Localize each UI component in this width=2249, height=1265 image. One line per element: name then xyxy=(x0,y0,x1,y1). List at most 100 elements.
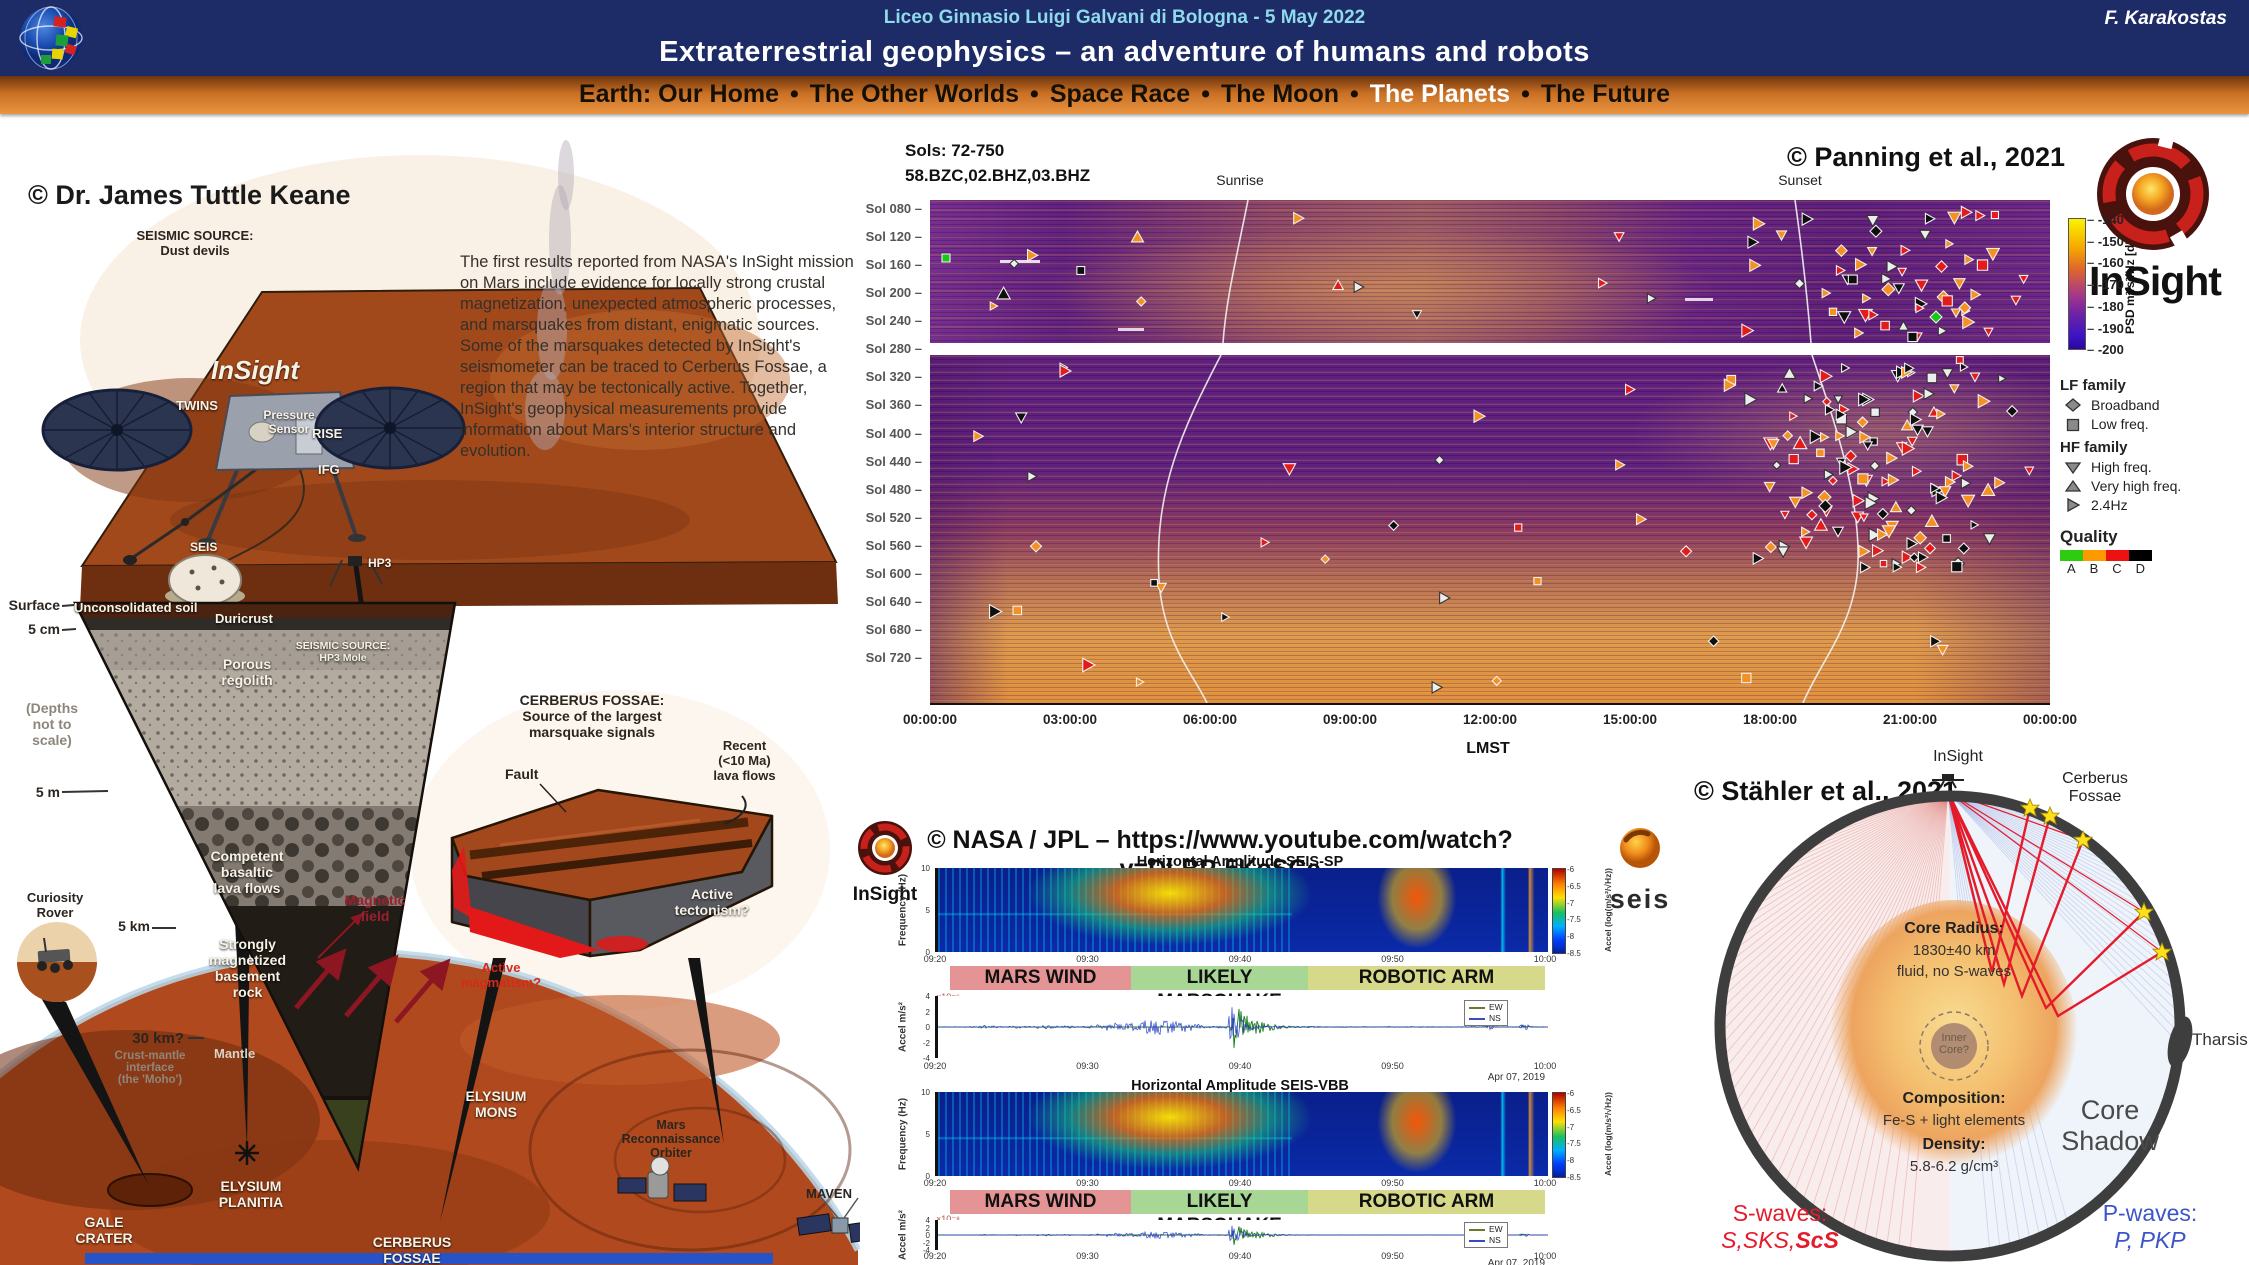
diamond-icon xyxy=(2065,398,2081,412)
quality-title: Quality xyxy=(2060,527,2118,546)
lmst-tick: 00:00:00 xyxy=(902,712,958,727)
curiosity-inset xyxy=(17,922,97,1002)
trace-ew xyxy=(938,1226,1548,1245)
spec1-cbar-label: Accel (log(m/s²/√Hz)) xyxy=(1603,867,1613,953)
spec2-title: Horizontal Amplitude SEIS-VBB xyxy=(1131,1078,1349,1094)
block-fault: Fault xyxy=(505,766,539,782)
cbar-tick: -7.5 xyxy=(1567,1139,1581,1149)
location-pins xyxy=(40,903,724,1222)
cerberus-block-diagram xyxy=(450,783,774,958)
accel-tick: 0 xyxy=(925,1023,930,1032)
trace-label: NS xyxy=(1489,1013,1501,1023)
legend-item: Very high freq. xyxy=(2064,478,2248,494)
solar-panel-left xyxy=(41,388,193,472)
lmst-axis-label: LMST xyxy=(1466,740,1510,757)
panning-channels: 58.BZC,02.BHZ,03.BHZ xyxy=(905,166,1091,185)
label-rise: RISE xyxy=(312,426,343,441)
trace-legend-row: EW xyxy=(1469,1002,1503,1013)
spec2-colorbar xyxy=(1552,1092,1566,1178)
triangle-up-icon xyxy=(2064,479,2082,492)
label-gale-crater: GALE CRATER xyxy=(75,1214,133,1246)
time-tick: 09:30 xyxy=(1076,954,1099,964)
nav-item-the-planets[interactable]: The Planets xyxy=(1369,80,1511,108)
lf-family-title: LF family xyxy=(2060,377,2126,394)
time-tick: 09:30 xyxy=(1076,1061,1099,1071)
accel-tick: 0 xyxy=(925,1231,930,1240)
trace-legend-1: EW NS xyxy=(1464,1000,1508,1026)
sol-tick: Sol 240 xyxy=(842,313,922,328)
lmst-tick: 09:00:00 xyxy=(1322,712,1378,727)
sol-tick: Sol 280 xyxy=(842,341,922,356)
block-magmatism: Active magmatism? xyxy=(460,960,542,990)
quality-colorbar xyxy=(2060,550,2152,561)
nav-item-the-future[interactable]: The Future xyxy=(1540,80,1671,108)
time-tick: 09:20 xyxy=(923,1178,947,1188)
label-30km: 30 km? xyxy=(132,1030,184,1047)
dust-devil xyxy=(525,140,574,450)
sol-tick: Sol 720 xyxy=(842,650,922,665)
quality-grade: A xyxy=(2066,561,2076,576)
legend-item-label: Very high freq. xyxy=(2091,478,2182,494)
sol-tick: Sol 480 xyxy=(842,482,922,497)
cbar-tick: -7 xyxy=(1567,1122,1575,1132)
sol-tick: Sol 200 xyxy=(842,285,922,300)
cbar-tick: -6 xyxy=(1567,865,1575,874)
nav-item-space-race[interactable]: Space Race xyxy=(1049,80,1191,108)
nav-item-the-other-worlds[interactable]: The Other Worlds xyxy=(809,80,1020,108)
block-lava-flows: Recent (<10 Ma) lava flows xyxy=(713,738,776,783)
trace-line xyxy=(1469,1239,1485,1242)
spec1-plot xyxy=(935,868,1548,952)
psd-tick: -140 xyxy=(2087,212,2124,227)
quake-star xyxy=(2072,829,2094,850)
freq-tick: 10 xyxy=(921,864,930,873)
trace-label: EW xyxy=(1489,1002,1503,1012)
density-title: Density: xyxy=(1922,1136,1986,1153)
block-title: CERBERUS FOSSAE: Source of the largest m… xyxy=(519,692,665,740)
s-waves-label: S-waves: S,SKS,ScS xyxy=(1700,1200,1860,1254)
time-tick: 09:30 xyxy=(1076,1251,1099,1261)
nav-item-earth-our-home[interactable]: Earth: Our Home xyxy=(578,80,779,108)
label-pressure-sensor: Pressure Sensor xyxy=(263,408,315,436)
core-shadow-label: Core Shadow xyxy=(2061,1095,2159,1156)
time-tick: 10:00 xyxy=(1533,1178,1557,1188)
accel-tick: -2 xyxy=(922,1238,930,1248)
core-radius-value: 1830±40 km xyxy=(1912,942,1996,959)
legend-item: High freq. xyxy=(2064,459,2248,475)
insight-lander xyxy=(41,386,466,569)
cbar-tick: -7 xyxy=(1567,898,1575,908)
mars-interior-diagram xyxy=(1714,774,2193,1262)
p-waves-label: P-waves: P, PKP xyxy=(2080,1200,2220,1254)
hf-family-title: HF family xyxy=(2060,439,2128,456)
wave2-ylabel: Accel m/s² xyxy=(897,1209,909,1261)
nav-item-the-moon[interactable]: The Moon xyxy=(1220,80,1339,108)
triangle-right-icon xyxy=(2067,497,2081,513)
inner-core-label: Inner Core? xyxy=(1939,1032,1969,1056)
trace-legend-row: EW xyxy=(1469,1224,1503,1235)
composition-title: Composition: xyxy=(1902,1090,2006,1107)
accel-tick: 2 xyxy=(925,1223,930,1233)
lmst-tick: 15:00:00 xyxy=(1602,712,1658,727)
quake-star xyxy=(2019,797,2041,818)
insight-lander-icon xyxy=(1932,774,1964,789)
trace-legend-2: EW NS xyxy=(1464,1222,1508,1248)
band-mars-wind: MARS WIND xyxy=(950,966,1131,990)
school-logo xyxy=(19,6,83,70)
label-surface: Surface xyxy=(8,597,60,613)
insight-logo-small xyxy=(858,821,912,875)
lmst-tick: 03:00:00 xyxy=(1042,712,1098,727)
label-cerberus-fossae: CERBERUS FOSSAE xyxy=(372,1234,452,1265)
label-mro: Mars Reconnaissance Orbiter xyxy=(621,1118,721,1160)
band-mars-wind: MARS WIND xyxy=(950,1190,1131,1214)
label-ifg: IFG xyxy=(318,462,340,477)
wave2-plot xyxy=(935,1220,1548,1250)
cbar-tick: -8.5 xyxy=(1567,949,1581,958)
s-waves-title: S-waves: xyxy=(1732,1200,1828,1226)
composition-value: Fe-S + light elements xyxy=(1882,1112,2026,1129)
sol-tick: Sol 360 xyxy=(842,397,922,412)
seis-logo-text: seis xyxy=(1609,884,1671,914)
sol-tick: Sol 640 xyxy=(842,594,922,609)
wave1-plot xyxy=(935,996,1548,1058)
psd-tick: -190 xyxy=(2087,321,2124,336)
sol-tick: Sol 440 xyxy=(842,454,922,469)
